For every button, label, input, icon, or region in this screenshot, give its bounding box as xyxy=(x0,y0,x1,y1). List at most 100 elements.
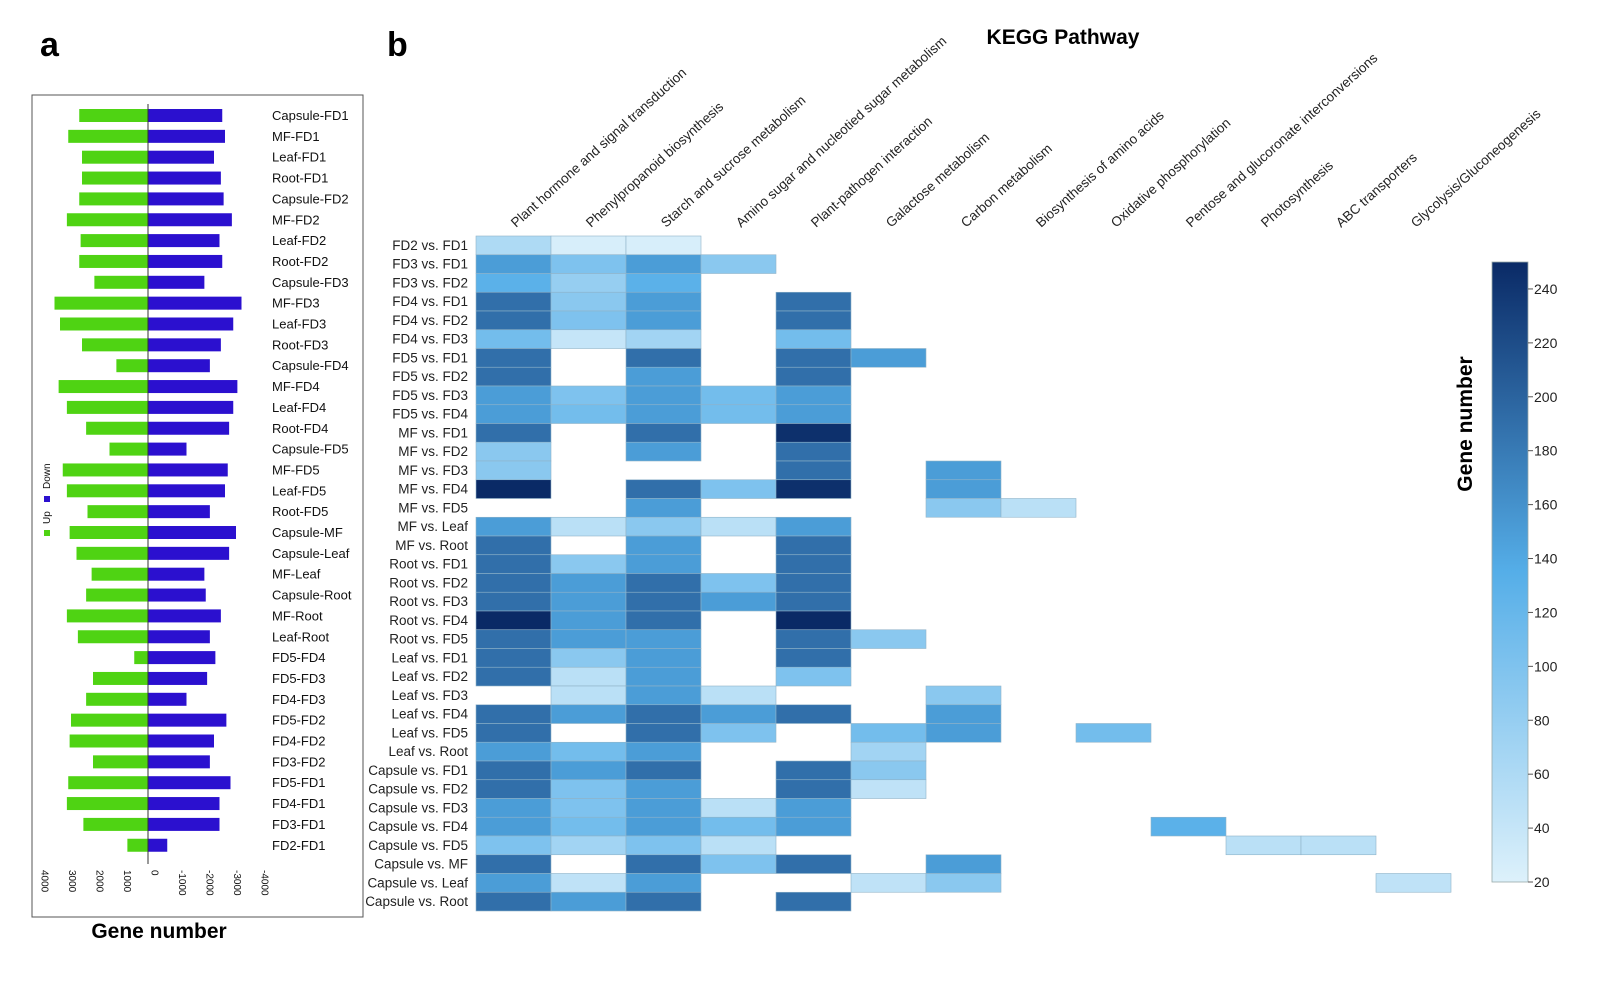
colorbar-tick-180: 180 xyxy=(1534,443,1558,459)
row-label-26: Leaf vs. FD5 xyxy=(391,725,468,740)
row-label-0: FD2 vs. FD1 xyxy=(392,238,468,253)
bar-up-FD4-FD2 xyxy=(69,734,148,748)
heatmap-cell-r33-c6 xyxy=(925,854,1002,874)
bar-down-Root-FD5 xyxy=(148,505,210,519)
heatmap-cell-r4-c1 xyxy=(550,310,627,331)
heatmap-cell-r22-c0 xyxy=(475,648,552,668)
row-label-12: MF vs. FD3 xyxy=(398,463,468,478)
bar-down-MF-FD2 xyxy=(148,213,232,227)
row-label-16: MF vs. Root xyxy=(395,538,468,553)
colorbar: 240 220 200 180 160 140 120 100 80 60 40 20 Gene nu… xyxy=(1454,261,1558,890)
heatmap-cell-r21-c0 xyxy=(475,629,552,649)
heatmap-cell-r28-c2 xyxy=(625,760,702,781)
heatmap-cell-r14-c7 xyxy=(1000,498,1077,518)
row-label-33: Capsule vs. MF xyxy=(374,857,468,872)
heatmap-cell-r27-c0 xyxy=(475,741,552,762)
bar-up-Capsule-MF xyxy=(69,526,148,539)
row-label-14: MF vs. FD5 xyxy=(398,500,468,515)
legend-up-label: Up xyxy=(42,511,53,524)
bar-up-Capsule-FD2 xyxy=(79,192,148,206)
heatmap-cell-r35-c4 xyxy=(775,891,852,912)
category-label-Root-FD1: Root-FD1 xyxy=(272,171,328,186)
heatmap-cell-r22-c1 xyxy=(550,648,627,668)
heatmap-cell-r8-c2 xyxy=(625,385,702,406)
bar-down-FD3-FD1 xyxy=(148,817,220,831)
category-label-Leaf-FD5: Leaf-FD5 xyxy=(272,483,326,498)
heatmap-cell-r7-c2 xyxy=(625,366,702,387)
heatmap-cell-r13-c4 xyxy=(775,479,852,499)
colorbar-title: Gene number xyxy=(1454,356,1477,491)
heatmap-cell-r33-c4 xyxy=(775,854,852,874)
bar-down-FD3-FD2 xyxy=(148,755,210,769)
bar-up-Leaf-FD4 xyxy=(66,400,148,414)
heatmap-cell-r19-c3 xyxy=(700,591,777,612)
heatmap-cell-r29-c0 xyxy=(475,779,552,799)
heatmap-cell-r9-c2 xyxy=(625,404,702,424)
bar-down-FD4-FD3 xyxy=(148,692,187,706)
category-label-Root-FD2: Root-FD2 xyxy=(272,254,328,269)
heatmap-cell-r35-c1 xyxy=(550,891,627,912)
heatmap-cell-r15-c1 xyxy=(550,516,627,537)
bar-up-FD5-FD1 xyxy=(68,776,148,790)
colorbar-tick-120: 120 xyxy=(1534,604,1558,620)
row-label-22: Leaf vs. FD1 xyxy=(391,650,468,665)
bar-up-FD5-FD4 xyxy=(134,651,148,665)
bar-down-Root-FD3 xyxy=(148,338,221,352)
heatmap-cell-r17-c4 xyxy=(775,554,852,574)
heatmap-cell-r2-c0 xyxy=(475,273,552,293)
bar-up-FD3-FD2 xyxy=(93,755,148,769)
colorbar-tick-40: 40 xyxy=(1534,820,1550,836)
heatmap-cell-r26-c2 xyxy=(625,723,702,743)
bar-down-MF-FD5 xyxy=(148,463,228,477)
heatmap-cell-r1-c1 xyxy=(550,254,627,274)
bar-down-Leaf-FD2 xyxy=(148,234,220,248)
row-label-4: FD4 vs. FD2 xyxy=(392,313,468,328)
heatmap-cell-r30-c3 xyxy=(700,798,777,818)
heatmap-cell-r23-c1 xyxy=(550,666,627,687)
row-label-35: Capsule vs. Root xyxy=(365,894,468,909)
bar-up-Leaf-Root xyxy=(77,630,148,644)
heatmap-cell-r31-c1 xyxy=(550,816,627,837)
heatmap-cell-r26-c3 xyxy=(700,723,777,743)
column-label-12: Glycolysis/Gluconeogenesis xyxy=(1408,106,1544,230)
heatmap-cell-r7-c0 xyxy=(475,366,552,387)
bar-up-FD5-FD2 xyxy=(71,713,148,727)
panel-a-category-labels: Capsule-FD1 MF-FD1 Leaf-FD1 Root-FD1 Capsule… xyxy=(272,108,352,853)
heatmap-cell-r24-c6 xyxy=(925,685,1002,706)
bar-up-Capsule-FD4 xyxy=(116,359,148,373)
heatmap-cell-r8-c1 xyxy=(550,385,627,406)
heatmap-cell-r6-c0 xyxy=(475,348,552,368)
heatmap-cell-r21-c4 xyxy=(775,629,852,649)
colorbar-gradient xyxy=(1491,261,1529,883)
heatmap-cell-r17-c1 xyxy=(550,554,627,574)
heatmap-cell-r12-c4 xyxy=(775,460,852,481)
heatmap-cell-r14-c6 xyxy=(925,498,1002,518)
bar-down-Root-FD2 xyxy=(148,254,223,268)
heatmap-cell-r34-c12 xyxy=(1375,873,1452,893)
column-label-8: Oxidative phosphorylation xyxy=(1108,115,1233,230)
heatmap-cell-r13-c0 xyxy=(475,479,552,499)
row-label-31: Capsule vs. FD4 xyxy=(368,819,468,834)
colorbar-tick-220: 220 xyxy=(1534,335,1558,351)
heatmap-cell-r3-c4 xyxy=(775,291,852,312)
category-label-FD2-FD1: FD2-FD1 xyxy=(272,838,325,853)
bar-up-MF-FD2 xyxy=(66,213,148,227)
row-label-29: Capsule vs. FD2 xyxy=(368,782,468,797)
heatmap-cell-r25-c2 xyxy=(625,704,702,724)
heatmap-cell-r4-c2 xyxy=(625,310,702,331)
panel-a-bars xyxy=(54,104,242,864)
panel-b-heatmap: KEGG Pathway Plant hormone and signal tr… xyxy=(365,26,1558,912)
heatmap-cell-r13-c6 xyxy=(925,479,1002,499)
bar-down-FD5-FD2 xyxy=(148,713,227,727)
heatmap-cell-r9-c4 xyxy=(775,404,852,424)
category-label-Root-FD3: Root-FD3 xyxy=(272,337,328,352)
heatmap-cell-r31-c2 xyxy=(625,816,702,837)
bar-down-Capsule-FD3 xyxy=(148,275,205,289)
row-label-13: MF vs. FD4 xyxy=(398,482,468,497)
bar-down-Leaf-FD5 xyxy=(148,484,225,498)
heatmap-cell-r19-c2 xyxy=(625,591,702,612)
category-label-Capsule-Root: Capsule-Root xyxy=(272,588,352,603)
row-label-30: Capsule vs. FD3 xyxy=(368,800,468,815)
category-label-Leaf-FD2: Leaf-FD2 xyxy=(272,233,326,248)
heatmap-cell-r12-c0 xyxy=(475,460,552,481)
